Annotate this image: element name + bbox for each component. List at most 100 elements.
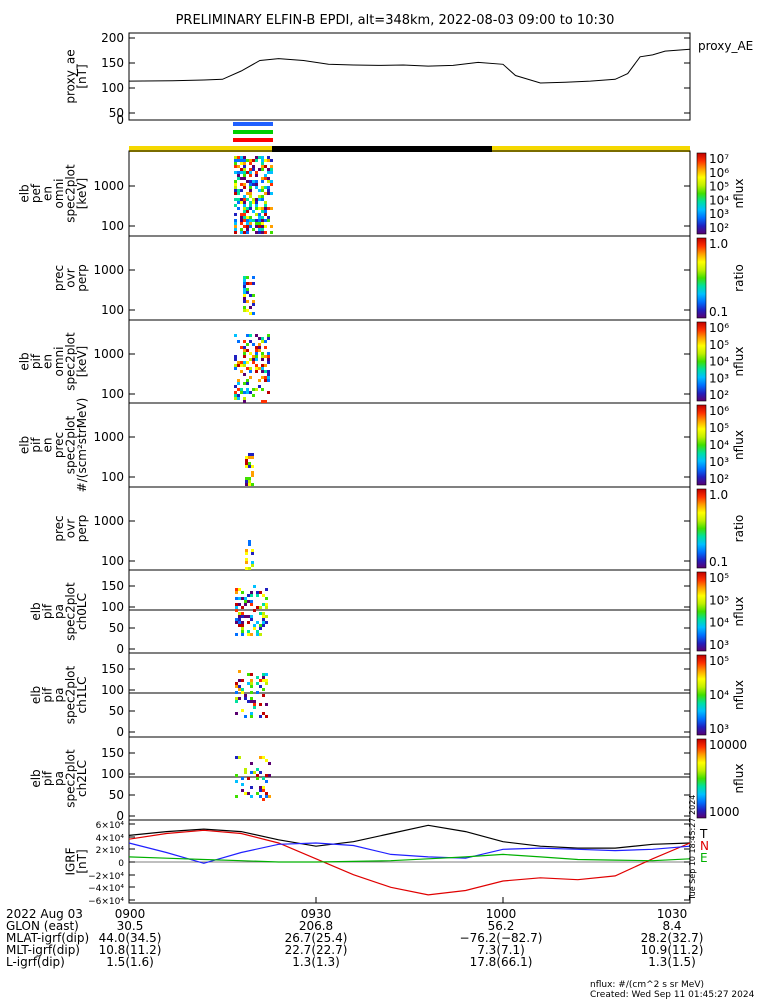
- spectrogram-pixel: [249, 312, 252, 315]
- spectrogram-pixel: [261, 219, 264, 222]
- spectrogram-pixel: [264, 346, 267, 349]
- spectrogram-pixel: [240, 156, 243, 159]
- ae-series-line: [128, 48, 691, 84]
- spectrogram-pixel: [267, 168, 270, 171]
- spectrogram-pif: [234, 334, 270, 403]
- spectrogram-pixel: [246, 180, 249, 183]
- spectrogram-pixel: [237, 207, 240, 210]
- spectrogram-pixel: [267, 334, 270, 337]
- spectrogram-pixel: [258, 219, 261, 222]
- colorbar-tick-label: 10⁵: [709, 421, 729, 435]
- spectrogram-pixel: [241, 679, 244, 682]
- spectrogram-pixel: [246, 379, 249, 382]
- colorbar-tick-label: 10⁶: [709, 166, 729, 180]
- spectrogram-pixel: [243, 204, 246, 207]
- y-tick-label: 0: [116, 809, 124, 823]
- spectrogram-pixel: [235, 756, 238, 759]
- spectrogram-pixel: [245, 552, 248, 555]
- spectrogram-pixel: [243, 309, 246, 312]
- spectrogram-pixel: [261, 165, 264, 168]
- spectrogram-pixel: [250, 691, 253, 694]
- spectrogram-pixel: [261, 355, 264, 358]
- spectrogram-pixel: [240, 370, 243, 373]
- y-label-line: prec: [52, 265, 66, 291]
- spectrogram-pixel: [270, 231, 273, 234]
- spectrogram-pixel: [246, 309, 249, 312]
- spectrogram-pixel: [261, 186, 264, 189]
- spectrogram-pixel: [241, 688, 244, 691]
- colorbar-title: nflux: [732, 597, 746, 627]
- spectrogram-pixel: [243, 282, 246, 285]
- spectrogram-pixel: [249, 186, 252, 189]
- spectrogram-pixel: [244, 597, 247, 600]
- spectrogram-pixel: [261, 195, 264, 198]
- spectrogram-pixel: [252, 343, 255, 346]
- spectrogram-pixel: [243, 340, 246, 343]
- y-label-line: ch0LC: [75, 593, 89, 630]
- x-axis-tick-value: 1.3(1.5): [648, 955, 696, 969]
- spectrogram-pixel: [246, 282, 249, 285]
- spectrogram-pixel: [234, 192, 237, 195]
- coverage-bar-blue: [233, 122, 273, 126]
- spectrogram-pixel: [265, 603, 268, 606]
- x-axis-row-label: 2022 Aug 03: [6, 907, 83, 921]
- y-tick-label: 100: [101, 767, 124, 781]
- spectrogram-pixel: [234, 391, 237, 394]
- y-label-line: pif: [29, 437, 43, 453]
- spectrogram-pixel: [250, 771, 253, 774]
- spectrogram-pixel: [249, 306, 252, 309]
- spectrogram-pixel: [255, 358, 258, 361]
- spectrogram-pixel: [264, 355, 267, 358]
- spectrogram-pixel: [235, 591, 238, 594]
- y-label-line: en: [41, 186, 55, 201]
- spectrogram-pixel: [252, 168, 255, 171]
- spectrogram-pixel: [262, 712, 265, 715]
- spectrogram-pixel: [261, 216, 264, 219]
- spectrogram-pixel: [243, 198, 246, 201]
- spectrogram-pixel: [246, 222, 249, 225]
- spectrogram-pixel: [243, 285, 246, 288]
- spectrogram-pixel: [252, 210, 255, 213]
- spectrogram-pixel: [252, 183, 255, 186]
- spectrogram-pixel: [256, 633, 259, 636]
- spectrogram-pixel: [250, 633, 253, 636]
- spectrogram-pixel: [245, 459, 248, 462]
- spectrogram-pixel: [241, 612, 244, 615]
- spectrogram-prec1: [243, 276, 255, 315]
- igrf-bmag-line: [128, 824, 691, 849]
- spectrogram-pixel: [237, 177, 240, 180]
- y-tick-label: 1000: [93, 514, 124, 528]
- spectrogram-pixel: [247, 792, 250, 795]
- spectrogram-pixel: [258, 198, 261, 201]
- spectrogram-pixel: [249, 180, 252, 183]
- spectrogram-pixel: [264, 376, 267, 379]
- spectrogram-pixel: [264, 370, 267, 373]
- spectrogram-pixel: [247, 600, 250, 603]
- colorbar-tick-label: 10⁴: [709, 193, 729, 207]
- igrf-by-line: [128, 853, 691, 863]
- spectrogram-pixel: [255, 183, 258, 186]
- y-label-line: spec2plot: [64, 582, 78, 641]
- spectrogram-pixel: [250, 679, 253, 682]
- eclipse-bar: [272, 146, 492, 152]
- y-tick-label: 50: [109, 788, 124, 802]
- spectrogram-pixel: [247, 594, 250, 597]
- spectrogram-pixel: [255, 201, 258, 204]
- spectrogram-pixel: [261, 189, 264, 192]
- spectrogram-pixel: [265, 621, 268, 624]
- spectrogram-pixel: [243, 373, 246, 376]
- spectrogram-pixel: [240, 171, 243, 174]
- spectrogram-pixel: [261, 400, 264, 403]
- colorbar-tick-label: 10⁴: [709, 616, 729, 630]
- spectrogram-pixel: [259, 612, 262, 615]
- spectrogram-pixel: [258, 231, 261, 234]
- spectrogram-pixel: [265, 774, 268, 777]
- colorbar-title: nflux: [732, 764, 746, 794]
- spectrogram-pixel: [256, 676, 259, 679]
- spectrogram-pixel: [240, 222, 243, 225]
- spectrogram-pixel: [264, 207, 267, 210]
- spectrogram-pixel: [252, 300, 255, 303]
- spectrogram-pixel: [234, 162, 237, 165]
